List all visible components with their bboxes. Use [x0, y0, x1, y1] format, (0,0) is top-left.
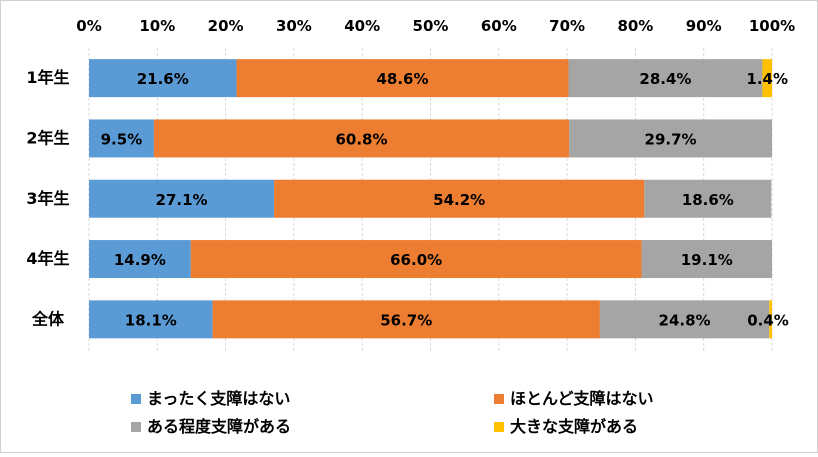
category-label: 全体 [31, 309, 65, 328]
x-tick-label: 20% [208, 17, 244, 35]
data-label: 28.4% [639, 70, 691, 88]
data-label: 9.5% [101, 130, 143, 148]
bar-segment [762, 59, 772, 98]
x-tick-label: 100% [749, 17, 795, 35]
legend-label: ある程度支障がある [147, 417, 291, 436]
bar-segment [153, 119, 570, 158]
data-label: 60.8% [335, 130, 387, 148]
x-tick-label: 70% [549, 17, 585, 35]
bar-segment [644, 179, 772, 218]
legend-label: まったく支障はない [147, 389, 290, 408]
x-tick-label: 60% [481, 17, 517, 35]
legend-swatch [494, 394, 504, 404]
x-tick-label: 40% [344, 17, 380, 35]
data-label: 19.1% [681, 251, 733, 269]
x-tick-label: 50% [413, 17, 449, 35]
x-tick-label: 30% [276, 17, 312, 35]
category-label: 2年生 [26, 128, 69, 147]
data-label: 29.7% [645, 130, 697, 148]
bar-segment [641, 240, 772, 279]
bar-segment [599, 300, 770, 339]
bar-segment [89, 300, 213, 339]
data-label: 1.4% [746, 70, 788, 88]
data-label: 18.1% [125, 311, 177, 329]
data-label: 56.7% [380, 311, 432, 329]
category-label: 4年生 [26, 249, 69, 268]
bar-segment [89, 179, 275, 218]
legend-label: ほとんど支障はない [510, 389, 654, 408]
data-label: 48.6% [376, 70, 428, 88]
bar-segment [89, 59, 237, 98]
x-tick-label: 90% [686, 17, 722, 35]
data-label: 27.1% [156, 191, 208, 209]
bar-segment [274, 179, 645, 218]
category-label: 1年生 [26, 68, 69, 87]
x-tick-label: 10% [139, 17, 175, 35]
bar-segment [236, 59, 569, 98]
x-tick-label: 80% [617, 17, 653, 35]
bar-segment [212, 300, 600, 339]
category-label: 3年生 [26, 189, 69, 208]
legend-label: 大きな支障がある [510, 417, 638, 436]
data-label: 14.9% [114, 251, 166, 269]
legend-swatch [131, 422, 141, 432]
data-label: 24.8% [659, 311, 711, 329]
data-label: 66.0% [390, 251, 442, 269]
bar-segment [89, 240, 191, 279]
bar-segment [89, 119, 154, 158]
legend-swatch [131, 394, 141, 404]
data-label: 21.6% [137, 70, 189, 88]
data-label: 54.2% [433, 191, 485, 209]
x-tick-label: 0% [76, 17, 101, 35]
data-label: 0.4% [747, 311, 789, 329]
data-label: 18.6% [682, 191, 734, 209]
bar-segment [769, 300, 772, 339]
bar-segment [568, 59, 763, 98]
bar-segment [190, 240, 642, 279]
legend-swatch [494, 422, 504, 432]
bar-segment [569, 119, 772, 158]
